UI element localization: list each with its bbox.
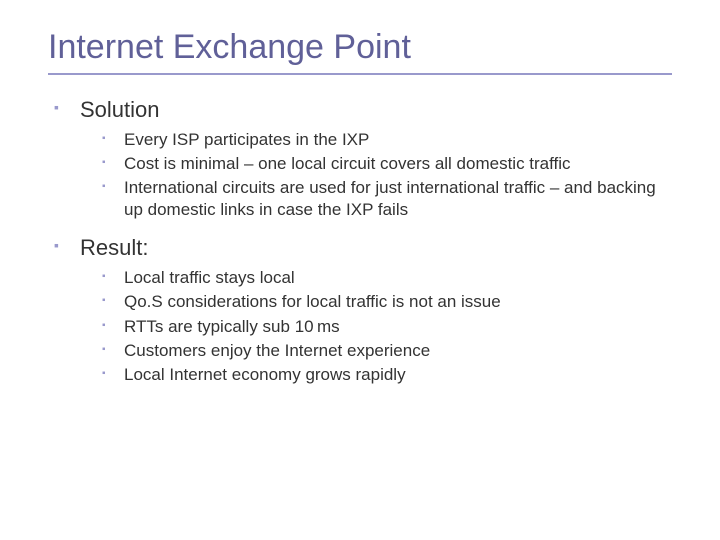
result-items: Local traffic stays local Qo.S considera…: [102, 267, 672, 385]
slide-title: Internet Exchange Point: [48, 28, 672, 67]
list-item: RTTs are typically sub 10 ms: [102, 316, 672, 338]
list-item: Customers enjoy the Internet experience: [102, 340, 672, 362]
list-item: Local Internet economy grows rapidly: [102, 364, 672, 386]
item-text: Every ISP participates in the IXP: [124, 130, 369, 149]
list-item: Every ISP participates in the IXP: [102, 129, 672, 151]
item-text: Cost is minimal – one local circuit cove…: [124, 154, 571, 173]
item-text: Qo.S considerations for local traffic is…: [124, 292, 501, 311]
solution-items: Every ISP participates in the IXP Cost i…: [102, 129, 672, 221]
section-solution: Solution Every ISP participates in the I…: [52, 97, 672, 221]
content-list: Solution Every ISP participates in the I…: [52, 97, 672, 386]
section-heading: Solution: [80, 97, 160, 122]
section-result: Result: Local traffic stays local Qo.S c…: [52, 235, 672, 385]
item-text: Customers enjoy the Internet experience: [124, 341, 430, 360]
list-item: Qo.S considerations for local traffic is…: [102, 291, 672, 313]
list-item: International circuits are used for just…: [102, 177, 672, 221]
slide: Internet Exchange Point Solution Every I…: [0, 0, 720, 540]
list-item: Cost is minimal – one local circuit cove…: [102, 153, 672, 175]
item-text: RTTs are typically sub 10 ms: [124, 317, 340, 336]
item-text: International circuits are used for just…: [124, 178, 656, 219]
item-text: Local traffic stays local: [124, 268, 295, 287]
list-item: Local traffic stays local: [102, 267, 672, 289]
section-heading: Result:: [80, 235, 148, 260]
title-block: Internet Exchange Point: [48, 28, 672, 75]
item-text: Local Internet economy grows rapidly: [124, 365, 406, 384]
